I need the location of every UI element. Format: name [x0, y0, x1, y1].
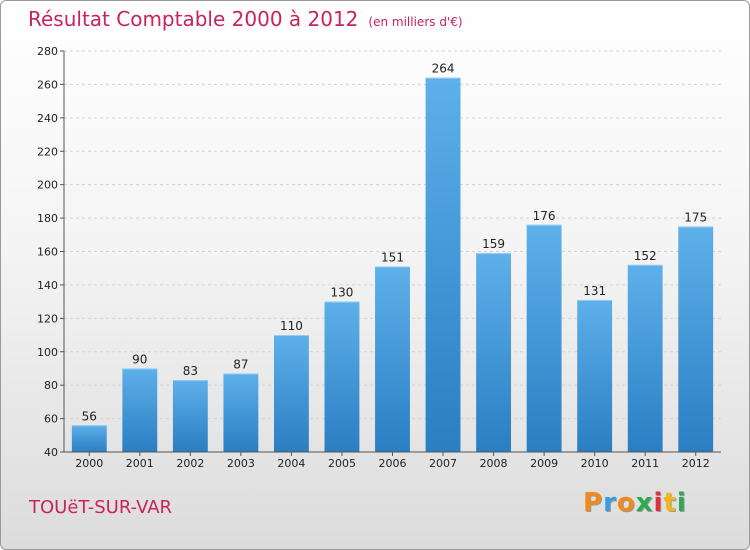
logo-letter: t [663, 488, 677, 518]
bar [627, 264, 663, 452]
y-tick-label: 240 [37, 112, 58, 125]
bar-value-label: 264 [432, 62, 455, 76]
bar [678, 226, 714, 452]
proxiti-logo: Proxiti [583, 488, 687, 518]
bar-value-label: 151 [381, 251, 404, 265]
bar [71, 425, 107, 452]
y-tick-label: 40 [44, 446, 58, 459]
y-tick-label: 140 [37, 279, 58, 292]
bar-value-label: 90 [132, 352, 147, 366]
y-tick-label: 260 [37, 78, 58, 91]
chart-subtitle: (en milliers d'€) [368, 15, 463, 29]
y-tick-label: 120 [37, 312, 58, 325]
bar [324, 301, 360, 452]
bar-value-label: 131 [583, 284, 606, 298]
x-tick-label: 2003 [227, 457, 255, 470]
bar [375, 266, 410, 452]
x-tick-label: 2006 [379, 457, 407, 470]
y-axis: 40 60 80 100 120 140 160 180 200 220 240 260 280 [37, 45, 65, 459]
logo-letter: i [676, 488, 687, 518]
x-tick-label: 2012 [682, 457, 710, 470]
bar [122, 368, 158, 452]
bar-value-label: 159 [482, 237, 505, 251]
bar [273, 335, 309, 452]
y-tick-label: 200 [37, 179, 58, 192]
y-tick-label: 80 [44, 379, 58, 392]
commune-name: TOUëT-SUR-VAR [29, 497, 173, 518]
bar-value-label: 83 [183, 364, 198, 378]
x-tick-label: 2001 [126, 457, 154, 470]
logo-letter: i [653, 488, 664, 518]
bar-value-label: 56 [82, 409, 97, 423]
logo-letter: x [635, 488, 654, 518]
x-tick-label: 2000 [75, 457, 103, 470]
bar [476, 253, 512, 452]
x-tick-label: 2004 [277, 457, 305, 470]
y-tick-label: 60 [44, 413, 58, 426]
y-tick-label: 180 [37, 212, 58, 225]
bar-value-label: 152 [634, 249, 657, 263]
logo-letter: o [616, 488, 636, 518]
bar [223, 373, 259, 452]
chart-title-text: Résultat Comptable 2000 à 2012 [28, 7, 359, 31]
bar [425, 77, 461, 452]
bars: 56 90 83 87 110 130 151 264 159 176 131 152 175 [71, 62, 714, 452]
bar-value-label: 130 [331, 286, 354, 300]
x-tick-label: 2007 [429, 457, 457, 470]
x-axis: 2000 2001 2002 2003 2004 2005 2006 2007 2008 2009… [64, 451, 721, 470]
bar-value-label: 175 [684, 210, 707, 224]
x-tick-label: 2002 [176, 457, 204, 470]
x-tick-label: 2008 [480, 457, 508, 470]
bar-value-label: 87 [233, 357, 248, 371]
y-tick-label: 220 [37, 145, 58, 158]
x-tick-label: 2009 [530, 457, 558, 470]
bar-value-label: 110 [280, 319, 303, 333]
bar [526, 224, 562, 452]
logo-letter: P [583, 488, 604, 518]
chart-title: Résultat Comptable 2000 à 2012 (en millie… [28, 7, 463, 31]
bar [172, 380, 208, 452]
x-tick-label: 2005 [328, 457, 356, 470]
y-tick-label: 280 [37, 45, 58, 58]
x-tick-label: 2010 [581, 457, 609, 470]
y-tick-label: 160 [37, 246, 58, 259]
x-tick-label: 2011 [631, 457, 659, 470]
y-tick-label: 100 [37, 346, 58, 359]
logo-letter: r [603, 488, 617, 518]
bar-value-label: 176 [533, 209, 556, 223]
bar [577, 299, 613, 452]
